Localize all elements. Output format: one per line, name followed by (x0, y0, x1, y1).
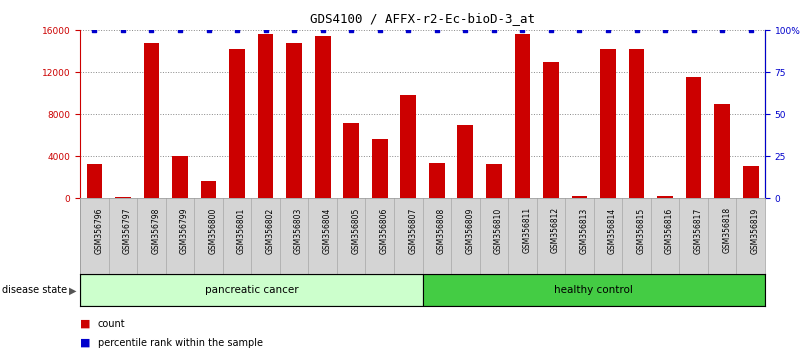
Point (488, 27, 501, 33)
Text: healthy control: healthy control (554, 285, 633, 295)
Text: GSM356818: GSM356818 (723, 207, 731, 253)
Text: GSM356816: GSM356816 (665, 207, 674, 253)
Text: ▶: ▶ (69, 285, 76, 295)
Point (459, 27, 472, 33)
Point (687, 27, 700, 33)
Point (658, 27, 671, 33)
Point (174, 27, 187, 33)
Point (88, 27, 101, 33)
Text: GSM356808: GSM356808 (437, 207, 446, 253)
Point (573, 27, 586, 33)
Text: GSM356811: GSM356811 (522, 207, 531, 253)
Point (430, 27, 443, 33)
Bar (80, 274, 423, 306)
Text: GSM356810: GSM356810 (494, 207, 503, 253)
Text: GSM356815: GSM356815 (637, 207, 646, 253)
Point (630, 27, 643, 33)
Bar (87, 164, 103, 198)
Text: ■: ■ (80, 319, 91, 329)
Bar (143, 43, 159, 198)
Bar (258, 34, 273, 198)
Text: percentile rank within the sample: percentile rank within the sample (98, 338, 263, 348)
Bar (344, 122, 359, 198)
Text: GSM356814: GSM356814 (608, 207, 617, 253)
Bar (600, 49, 616, 198)
Text: GSM356802: GSM356802 (266, 207, 275, 253)
Bar (714, 104, 730, 198)
Point (545, 27, 557, 33)
Bar (572, 196, 587, 198)
Bar (543, 62, 559, 198)
Bar (629, 49, 644, 198)
Bar (372, 139, 388, 198)
Text: GSM356809: GSM356809 (465, 207, 474, 254)
Bar (743, 166, 759, 198)
Point (516, 27, 529, 33)
Text: ■: ■ (80, 338, 91, 348)
Bar (658, 196, 673, 198)
Bar (400, 95, 416, 198)
Bar (172, 156, 187, 198)
Point (260, 27, 272, 33)
Text: GSM356805: GSM356805 (351, 207, 360, 254)
Text: GSM356817: GSM356817 (694, 207, 702, 253)
Point (402, 27, 415, 33)
Bar (686, 78, 702, 198)
Text: GSM356798: GSM356798 (151, 207, 160, 254)
Text: GSM356819: GSM356819 (751, 207, 759, 253)
Bar (514, 34, 530, 198)
Bar (457, 125, 473, 198)
Text: GSM356801: GSM356801 (237, 207, 246, 253)
Text: count: count (98, 319, 125, 329)
Point (116, 27, 129, 33)
Text: pancreatic cancer: pancreatic cancer (204, 285, 298, 295)
Text: GSM356803: GSM356803 (294, 207, 303, 254)
Point (716, 27, 729, 33)
Bar (486, 164, 501, 198)
Point (344, 27, 357, 33)
Point (316, 27, 329, 33)
Text: GSM356804: GSM356804 (323, 207, 332, 254)
Bar (229, 49, 245, 198)
Bar (286, 43, 302, 198)
Text: GSM356796: GSM356796 (95, 207, 103, 254)
Point (373, 27, 386, 33)
Point (288, 27, 300, 33)
Point (231, 27, 244, 33)
Bar (115, 197, 131, 198)
Bar (201, 181, 216, 198)
Point (202, 27, 215, 33)
Text: GSM356799: GSM356799 (180, 207, 189, 254)
Text: GSM356800: GSM356800 (208, 207, 218, 254)
Text: GSM356806: GSM356806 (380, 207, 388, 254)
Text: GSM356812: GSM356812 (551, 207, 560, 253)
Text: disease state: disease state (2, 285, 66, 295)
Text: GSM356813: GSM356813 (579, 207, 589, 253)
Bar (429, 162, 445, 198)
Text: GSM356807: GSM356807 (409, 207, 417, 254)
Point (744, 27, 757, 33)
Text: GSM356797: GSM356797 (123, 207, 132, 254)
Point (602, 27, 614, 33)
Text: GDS4100 / AFFX-r2-Ec-bioD-3_at: GDS4100 / AFFX-r2-Ec-bioD-3_at (310, 12, 535, 25)
Bar (315, 36, 331, 198)
Bar (423, 274, 765, 306)
Point (145, 27, 158, 33)
